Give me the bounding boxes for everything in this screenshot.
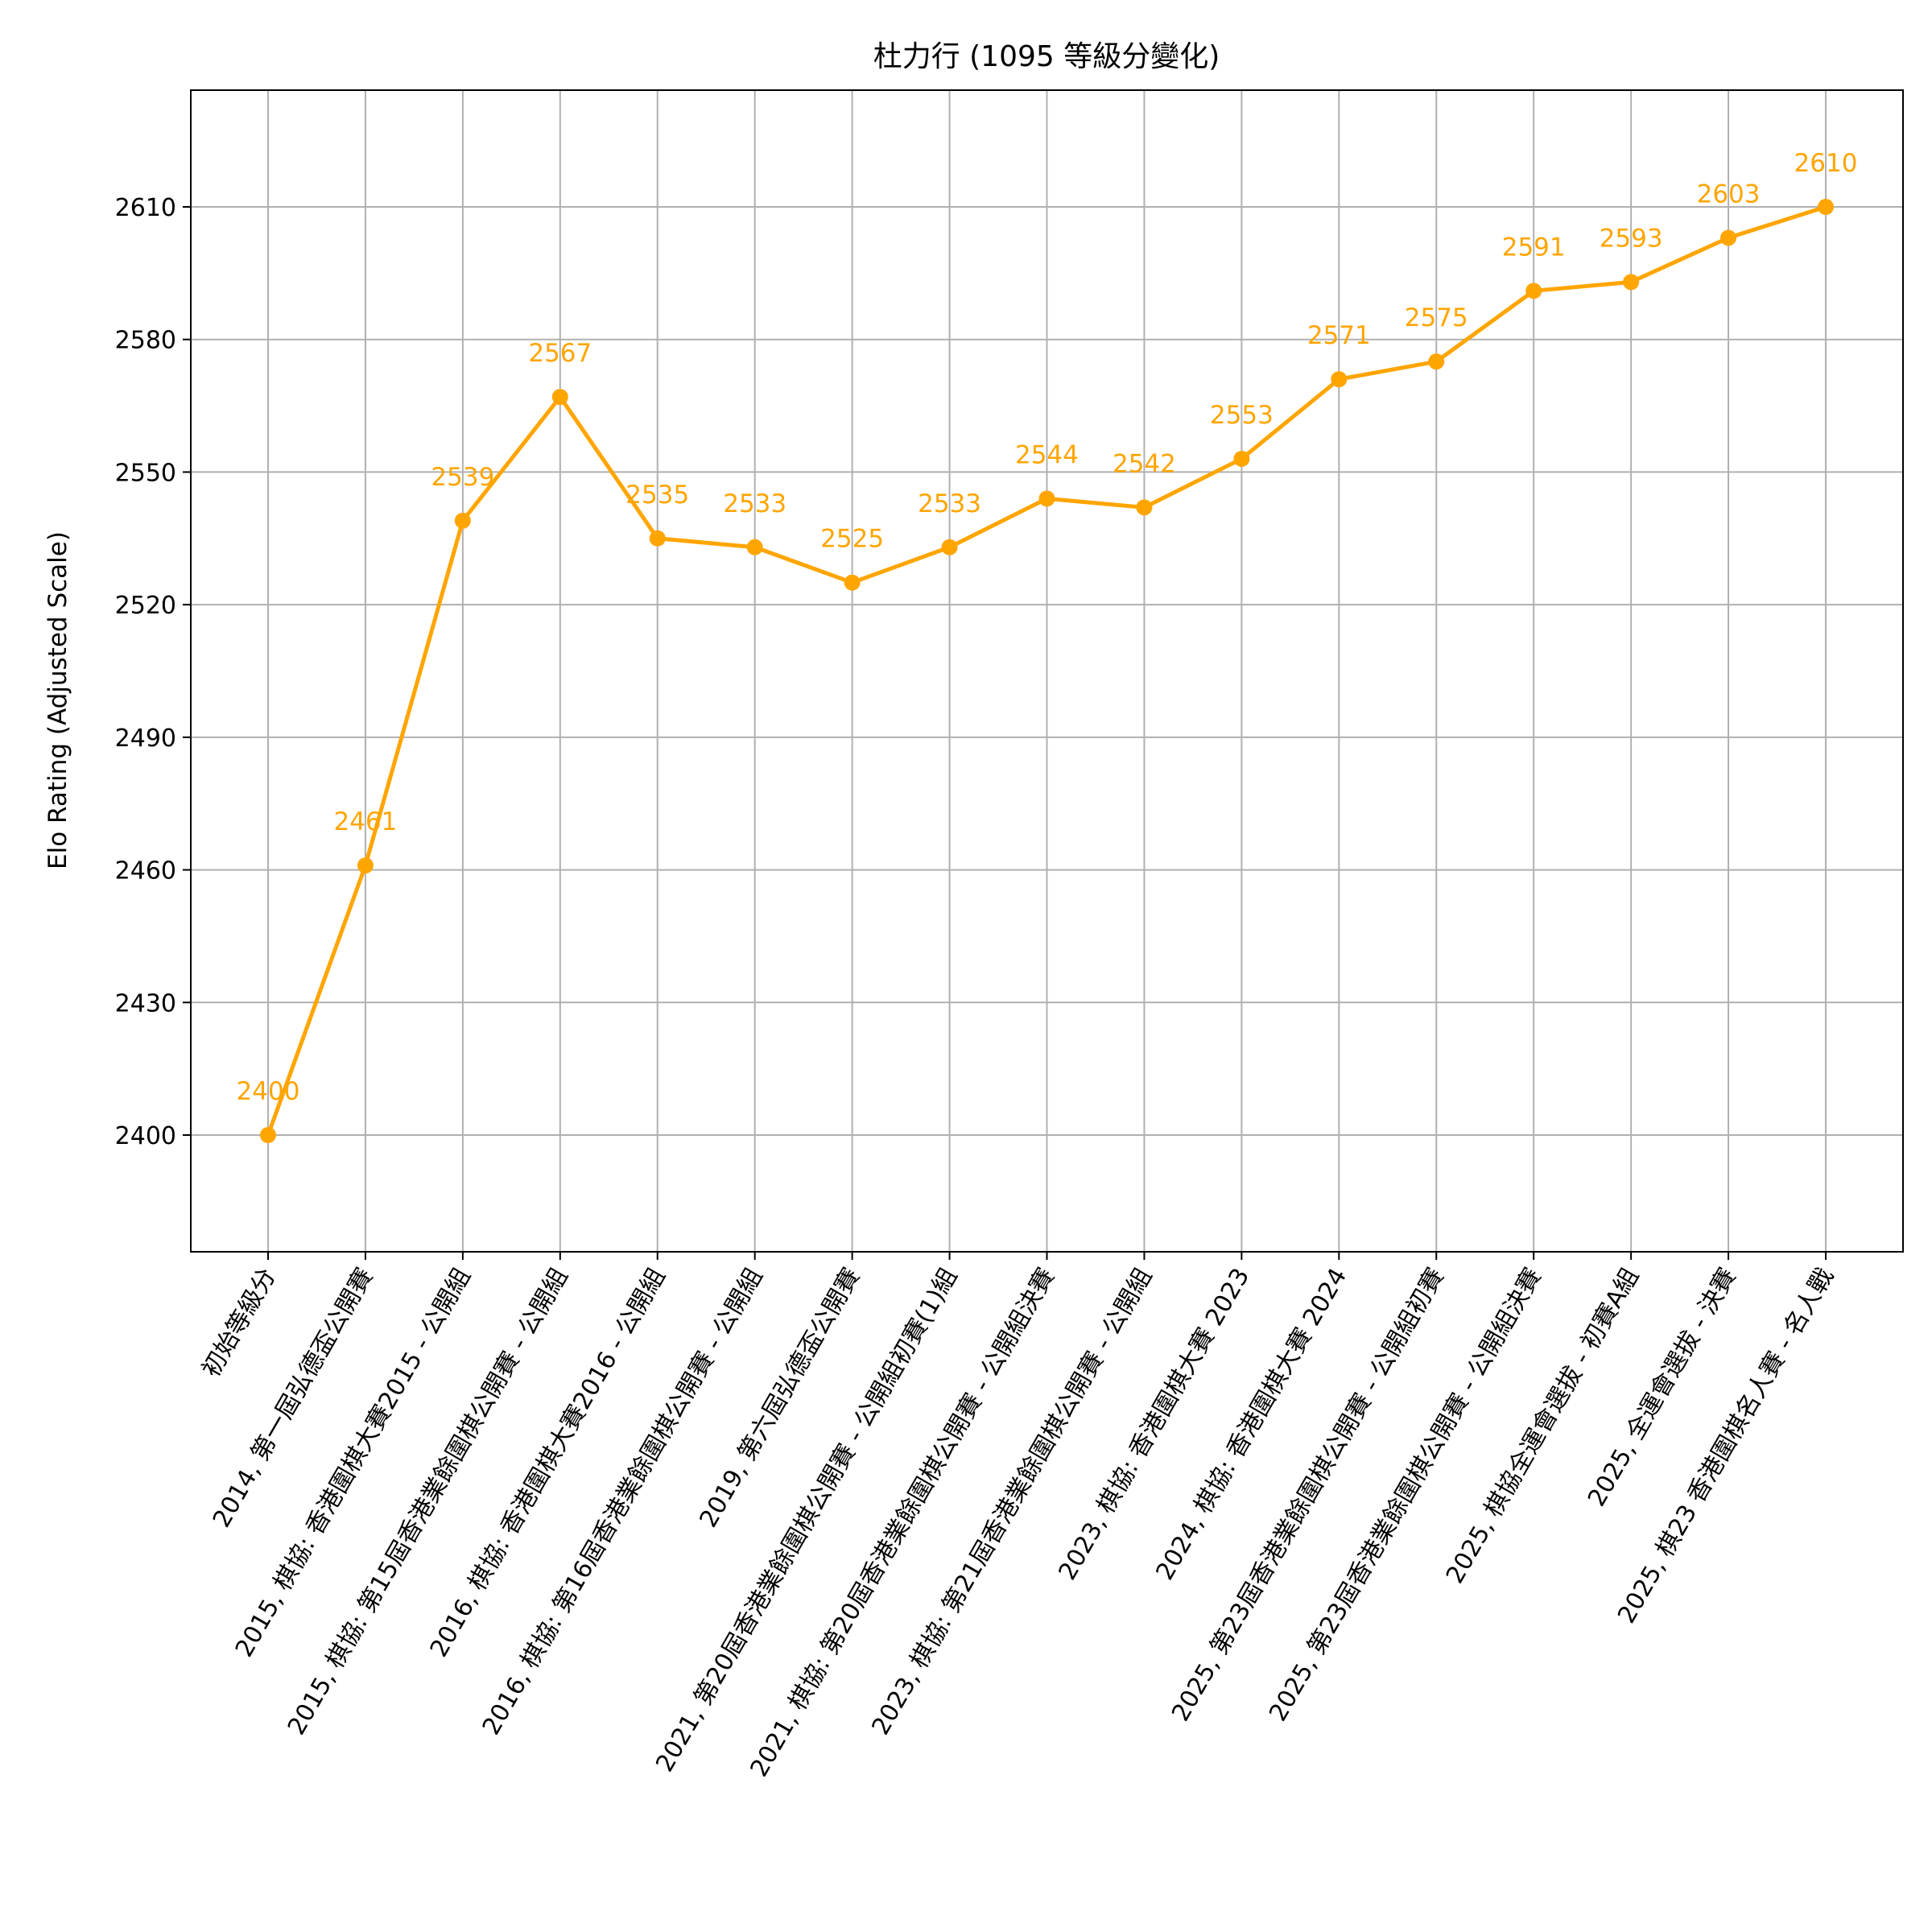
y-tick-label: 2580: [115, 327, 176, 355]
x-tick-label: 初始等級分: [197, 1264, 282, 1382]
data-point: [1038, 490, 1055, 507]
data-label: 2567: [528, 339, 592, 368]
data-label: 2575: [1405, 303, 1468, 332]
data-labels: 2400 2461 2539 2567 2535 2533 2525 2533 2544 2542…: [237, 149, 1858, 1106]
data-label: 2542: [1113, 449, 1176, 478]
data-point: [260, 1127, 276, 1143]
data-point: [1720, 229, 1737, 246]
data-label: 2571: [1307, 321, 1371, 350]
data-label: 2610: [1794, 149, 1858, 178]
y-tick-label: 2430: [115, 989, 176, 1018]
data-label: 2593: [1600, 224, 1663, 253]
data-point: [1623, 274, 1640, 291]
axes: 24002430246024902520255025802610初始等級分201…: [115, 194, 1839, 1781]
data-label: 2400: [237, 1077, 300, 1106]
data-point: [844, 574, 861, 591]
grid: [191, 90, 1903, 1252]
y-tick-label: 2610: [115, 194, 176, 222]
data-label: 2539: [431, 463, 494, 492]
data-point: [1136, 499, 1153, 516]
data-point: [1233, 450, 1250, 467]
y-tick-label: 2460: [115, 857, 176, 886]
y-tick-label: 2490: [115, 724, 176, 753]
data-point: [1818, 199, 1834, 215]
data-point: [649, 530, 666, 547]
data-point: [454, 512, 471, 529]
data-label: 2535: [625, 481, 689, 510]
x-tick-label: 2025, 棋協全運會選拔 - 初賽A組: [1441, 1264, 1645, 1589]
x-tick-label: 2025, 棋23 香港圍棋名人賽 - 名人戰: [1612, 1264, 1839, 1629]
data-label: 2533: [918, 489, 981, 518]
x-tick-label: 2023, 棋協: 香港圍棋大賽 2023: [1054, 1264, 1256, 1585]
data-label: 2533: [723, 489, 786, 518]
y-tick-label: 2550: [115, 459, 176, 487]
data-point: [1331, 371, 1348, 388]
y-tick-label: 2520: [115, 592, 176, 620]
data-label: 2461: [333, 807, 397, 836]
series-line: [260, 199, 1834, 1143]
chart-title: 杜力行 (1095 等級分變化): [873, 40, 1220, 73]
data-point: [357, 857, 374, 874]
data-point: [1525, 283, 1542, 299]
x-tick-label: 2024, 棋協: 香港圍棋大賽 2024: [1150, 1264, 1352, 1585]
data-label: 2553: [1210, 401, 1274, 430]
data-point: [1428, 353, 1445, 370]
data-label: 2544: [1015, 440, 1079, 469]
data-label: 2591: [1502, 233, 1566, 262]
data-point: [941, 539, 958, 555]
data-point: [551, 389, 568, 406]
data-label: 2525: [820, 525, 884, 554]
data-label: 2603: [1697, 180, 1761, 208]
y-axis-label: Elo Rating (Adjusted Scale): [43, 531, 72, 869]
plot-frame: [190, 89, 1904, 1253]
data-point: [746, 539, 763, 555]
y-tick-label: 2400: [115, 1122, 176, 1150]
